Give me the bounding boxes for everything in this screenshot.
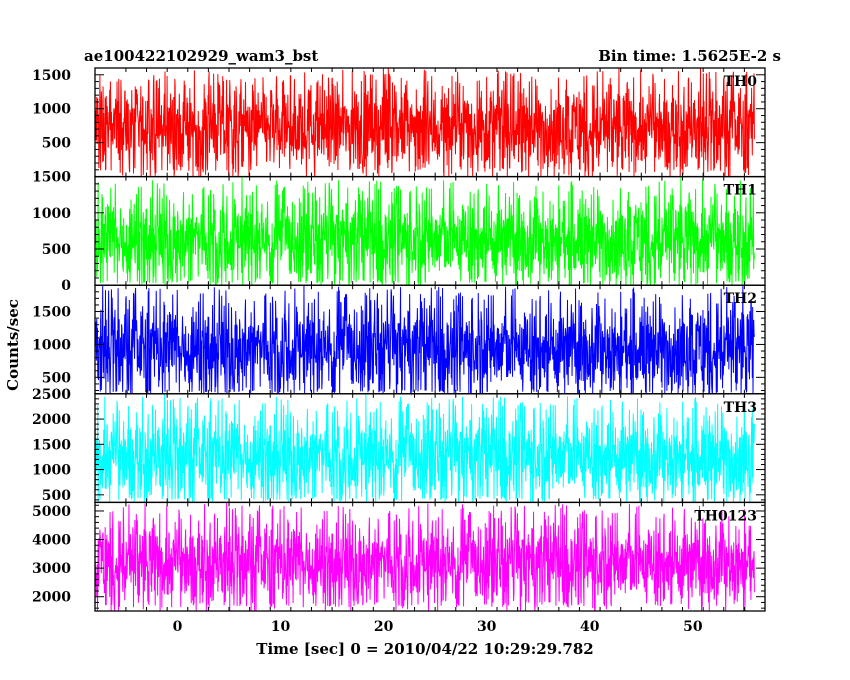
y-tick-label: 500: [42, 136, 71, 152]
x-tick-label: 30: [477, 619, 497, 635]
panel-label-th1: TH1: [724, 183, 757, 199]
y-tick-label: 500: [42, 370, 71, 386]
y-axis-label: Counts/sec: [4, 299, 22, 391]
y-tick-label: 5000: [32, 504, 71, 520]
y-tick-label: 1000: [32, 102, 71, 118]
y-tick-label: 4000: [32, 533, 71, 549]
y-tick-label: 1000: [32, 206, 71, 222]
y-tick-label: 2000: [32, 412, 71, 428]
y-tick-label: 0: [61, 278, 71, 294]
chart-title: ae100422102929_wam3_bst: [84, 47, 318, 65]
x-tick-label: 20: [374, 619, 394, 635]
panel-th1: 0 500 1000 1500 TH1: [32, 170, 766, 294]
x-tick-label: 0: [173, 619, 183, 635]
y-tick-label: 2000: [32, 590, 71, 606]
y-tick-label: 3000: [32, 561, 71, 577]
series-line-th0: [94, 67, 755, 177]
y-tick-label: 1500: [32, 170, 71, 186]
x-tick-label: 40: [580, 619, 600, 635]
y-tick-label: 1500: [32, 68, 71, 84]
series-line-th3: [94, 393, 755, 503]
y-tick-label: 1000: [32, 463, 71, 479]
panel-label-th2: TH2: [724, 291, 757, 307]
y-tick-label: 2500: [32, 387, 71, 403]
series-line-th1: [94, 177, 755, 286]
panel-label-th3: TH3: [724, 400, 757, 416]
x-axis-label: Time [sec] 0 = 2010/04/22 10:29:29.782: [256, 640, 593, 658]
y-tick-label: 500: [42, 488, 71, 504]
y-tick-label: 1000: [32, 337, 71, 353]
panel-label-th0: TH0: [724, 74, 758, 90]
panel-th2: 500 1000 1500 TH2: [32, 284, 766, 396]
chart-subtitle: Bin time: 1.5625E-2 s: [598, 47, 781, 65]
panel-th3: 500 1000 1500 2000 2500 TH3: [32, 387, 766, 504]
panel-th0123: 2000 3000 4000 5000 TH0123: [32, 501, 766, 612]
x-tick-label: 10: [271, 619, 291, 635]
panel-th0: 500 1000 1500 TH0: [32, 67, 766, 178]
series-line-th0123: [94, 502, 755, 612]
y-tick-label: 1500: [32, 305, 71, 321]
y-tick-label: 1500: [32, 437, 71, 453]
x-tick-label: 50: [683, 619, 703, 635]
series-line-th2: [94, 285, 755, 396]
y-tick-label: 500: [42, 242, 71, 258]
panel-label-th0123: TH0123: [694, 508, 757, 524]
